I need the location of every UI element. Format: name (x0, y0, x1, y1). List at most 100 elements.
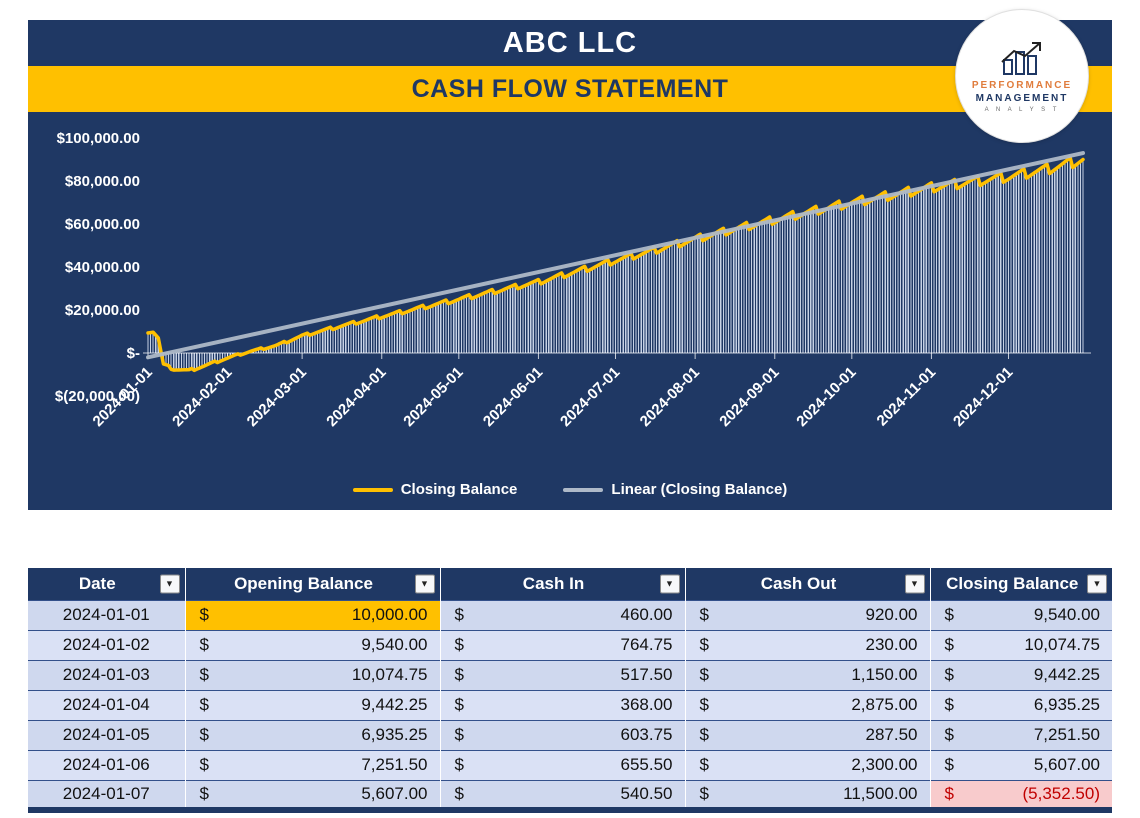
closing-balance-cell[interactable]: $6,935.25 (930, 689, 1112, 720)
trend-line (146, 151, 1085, 360)
closing-balance-cell[interactable]: $7,251.50 (930, 719, 1112, 750)
cash-out-cell[interactable]: $920.00 (685, 599, 931, 630)
filter-button-cash-in[interactable]: ▼ (659, 574, 680, 594)
filter-caret-icon: ▼ (910, 578, 919, 589)
currency-symbol: $ (199, 725, 209, 744)
amount: 6,935.25 (361, 725, 428, 744)
date-cell[interactable]: 2024-01-01 (28, 599, 186, 630)
filter-button-date[interactable]: ▼ (159, 574, 180, 594)
amount: (5,352.50) (1022, 783, 1101, 803)
legend-item-closing-balance: Closing Balance (352, 481, 517, 498)
table-row: 2024-01-02 $9,540.00 $764.75 $230.00 $10,074… (28, 629, 1112, 660)
opening-balance-cell[interactable]: $10,000.00 (185, 599, 441, 630)
closing-balance-cell[interactable]: $9,442.25 (930, 659, 1112, 690)
date-cell[interactable]: 2024-01-03 (28, 659, 186, 690)
currency-symbol: $ (699, 725, 709, 744)
currency-symbol: $ (454, 665, 464, 684)
cash-in-cell[interactable]: $368.00 (440, 689, 686, 720)
y-axis-label: $(20,000.00) (55, 388, 140, 405)
amount: 920.00 (865, 605, 918, 624)
date-cell[interactable]: 2024-01-04 (28, 689, 186, 720)
brand-logo: PERFORMANCE MANAGEMENT A N A L Y S T (956, 10, 1088, 142)
legend-swatch-linear (563, 487, 604, 492)
x-axis-label: 2024-06-01 (480, 364, 546, 430)
opening-balance-cell[interactable]: $7,251.50 (185, 749, 441, 780)
amount: 603.75 (620, 725, 673, 744)
report-title-banner: CASH FLOW STATEMENT (28, 66, 1112, 112)
y-axis-label: $100,000.00 (57, 130, 140, 147)
cash-out-cell[interactable]: $2,300.00 (685, 749, 931, 780)
cash-flow-table-section: Date ▼ Opening Balance ▼ Cash In ▼ Cash … (28, 568, 1112, 813)
cash-in-cell[interactable]: $764.75 (440, 629, 686, 660)
opening-balance-cell[interactable]: $9,442.25 (185, 689, 441, 720)
amount: 230.00 (865, 635, 918, 654)
currency-symbol: $ (944, 635, 954, 654)
date-cell[interactable]: 2024-01-05 (28, 719, 186, 750)
col-label-closing-balance: Closing Balance (946, 573, 1079, 593)
cash-out-cell[interactable]: $2,875.00 (685, 689, 931, 720)
amount: 9,540.00 (361, 635, 428, 654)
amount: 764.75 (620, 635, 673, 654)
table-row: 2024-01-05 $6,935.25 $603.75 $287.50 $7,251.… (28, 719, 1112, 750)
table-row: 2024-01-01 $10,000.00 $460.00 $920.00 $9,540… (28, 599, 1112, 630)
table-row: 2024-01-07 $5,607.00 $540.50 $11,500.00 $ (5,… (28, 779, 1112, 810)
col-header-opening-balance: Opening Balance ▼ (185, 568, 441, 600)
currency-symbol: $ (699, 755, 709, 774)
cash-out-cell[interactable]: $230.00 (685, 629, 931, 660)
filter-button-closing-balance[interactable]: ▼ (1087, 574, 1107, 594)
amount: 5,607.00 (1033, 755, 1100, 774)
filter-button-opening-balance[interactable]: ▼ (414, 574, 435, 594)
logo-chart-icon (1001, 41, 1041, 75)
table-row: 2024-01-03 $10,074.75 $517.50 $1,150.00 $9,4… (28, 659, 1112, 690)
cash-in-cell[interactable]: $517.50 (440, 659, 686, 690)
logo-text-performance: PERFORMANCE (971, 79, 1073, 91)
x-axis-label: 2024-09-01 (716, 364, 782, 430)
cash-in-cell[interactable]: $540.50 (440, 779, 686, 810)
currency-symbol: $ (944, 725, 954, 744)
closing-balance-cell[interactable]: $9,540.00 (930, 599, 1112, 630)
date-cell[interactable]: 2024-01-02 (28, 629, 186, 660)
table-row: 2024-01-06 $7,251.50 $655.50 $2,300.00 $5,60… (28, 749, 1112, 780)
cash-out-cell[interactable]: $1,150.00 (685, 659, 931, 690)
table-row: 2024-01-04 $9,442.25 $368.00 $2,875.00 $6,93… (28, 689, 1112, 720)
cash-out-cell[interactable]: $11,500.00 (685, 779, 931, 810)
company-banner: ABC LLC (28, 20, 1112, 66)
currency-symbol: $ (199, 635, 209, 654)
closing-balance-cell[interactable]: $ (5,352.50) (930, 779, 1112, 810)
opening-balance-cell[interactable]: $9,540.00 (185, 629, 441, 660)
date-cell[interactable]: 2024-01-06 (28, 749, 186, 780)
cash-out-cell[interactable]: $287.50 (685, 719, 931, 750)
cash-flow-table: Date ▼ Opening Balance ▼ Cash In ▼ Cash … (28, 568, 1112, 813)
x-axis-label: 2024-12-01 (950, 364, 1016, 430)
x-axis-label: 2024-08-01 (637, 364, 703, 430)
date-cell[interactable]: 2024-01-07 (28, 779, 186, 810)
amount: 6,935.25 (1033, 695, 1100, 714)
currency-symbol: $ (699, 695, 709, 714)
col-header-cash-out: Cash Out ▼ (685, 568, 931, 600)
y-axis-label: $40,000.00 (65, 259, 140, 276)
amount: 10,074.75 (1024, 635, 1100, 654)
y-axis-label: $20,000.00 (65, 302, 140, 319)
x-axis-label: 2024-10-01 (793, 364, 859, 430)
filter-button-cash-out[interactable]: ▼ (904, 574, 925, 594)
opening-balance-cell[interactable]: $5,607.00 (185, 779, 441, 810)
closing-balance-cell[interactable]: $10,074.75 (930, 629, 1112, 660)
col-header-cash-in: Cash In ▼ (440, 568, 686, 600)
amount: 7,251.50 (361, 755, 428, 774)
legend-label-linear: Linear (Closing Balance) (611, 481, 788, 498)
logo-text-analyst: A N A L Y S T (984, 106, 1060, 113)
opening-balance-cell[interactable]: $10,074.75 (185, 659, 441, 690)
amount: 517.50 (620, 665, 673, 684)
y-axis-label: $- (127, 345, 140, 362)
cash-in-cell[interactable]: $603.75 (440, 719, 686, 750)
currency-symbol: $ (699, 783, 709, 803)
x-axis-label: 2024-11-01 (874, 364, 940, 430)
amount: 9,540.00 (1033, 605, 1100, 624)
chart-canvas: 2024-01-01 2024-02-01 2024-03-01 2024-04-01… (55, 130, 1091, 430)
cash-in-cell[interactable]: $460.00 (440, 599, 686, 630)
closing-balance-cell[interactable]: $5,607.00 (930, 749, 1112, 780)
opening-balance-cell[interactable]: $6,935.25 (185, 719, 441, 750)
cash-in-cell[interactable]: $655.50 (440, 749, 686, 780)
y-axis-label: $80,000.00 (65, 173, 140, 190)
